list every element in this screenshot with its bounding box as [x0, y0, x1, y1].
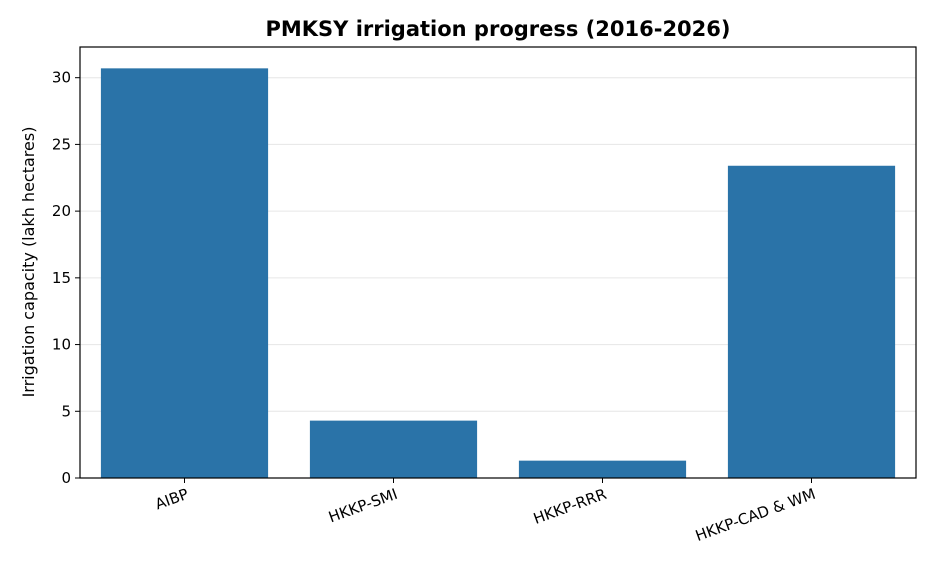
- plot-frame: [79, 46, 917, 479]
- y-tick-label-6: 30: [52, 69, 71, 87]
- y-tick-label-5: 25: [52, 135, 71, 153]
- x-tick-label-3: HKKP-CAD & WM: [693, 485, 818, 545]
- x-tick-label-2: HKKP-RRR: [531, 485, 609, 528]
- bar-1: [309, 420, 478, 478]
- bars: [100, 68, 896, 478]
- y-axis: 0 5 10 15 20 25 30: [52, 69, 80, 487]
- y-tick-label-2: 10: [52, 336, 71, 354]
- y-tick-label-4: 20: [52, 202, 71, 220]
- y-axis-label: Irrigation capacity (lakh hectares): [19, 127, 38, 398]
- bar-2: [518, 460, 687, 478]
- bar-3: [727, 165, 896, 478]
- y-tick-label-3: 15: [52, 269, 71, 287]
- x-tick-label-0: AIBP: [153, 485, 191, 514]
- chart-title: PMKSY irrigation progress (2016-2026): [265, 17, 730, 41]
- y-tick-label-0: 0: [61, 469, 71, 487]
- y-tick-label-1: 5: [61, 402, 71, 420]
- x-tick-label-1: HKKP-SMI: [326, 485, 400, 527]
- bar-0: [100, 68, 269, 478]
- x-axis: AIBP HKKP-SMI HKKP-RRR HKKP-CAD & WM: [153, 478, 818, 545]
